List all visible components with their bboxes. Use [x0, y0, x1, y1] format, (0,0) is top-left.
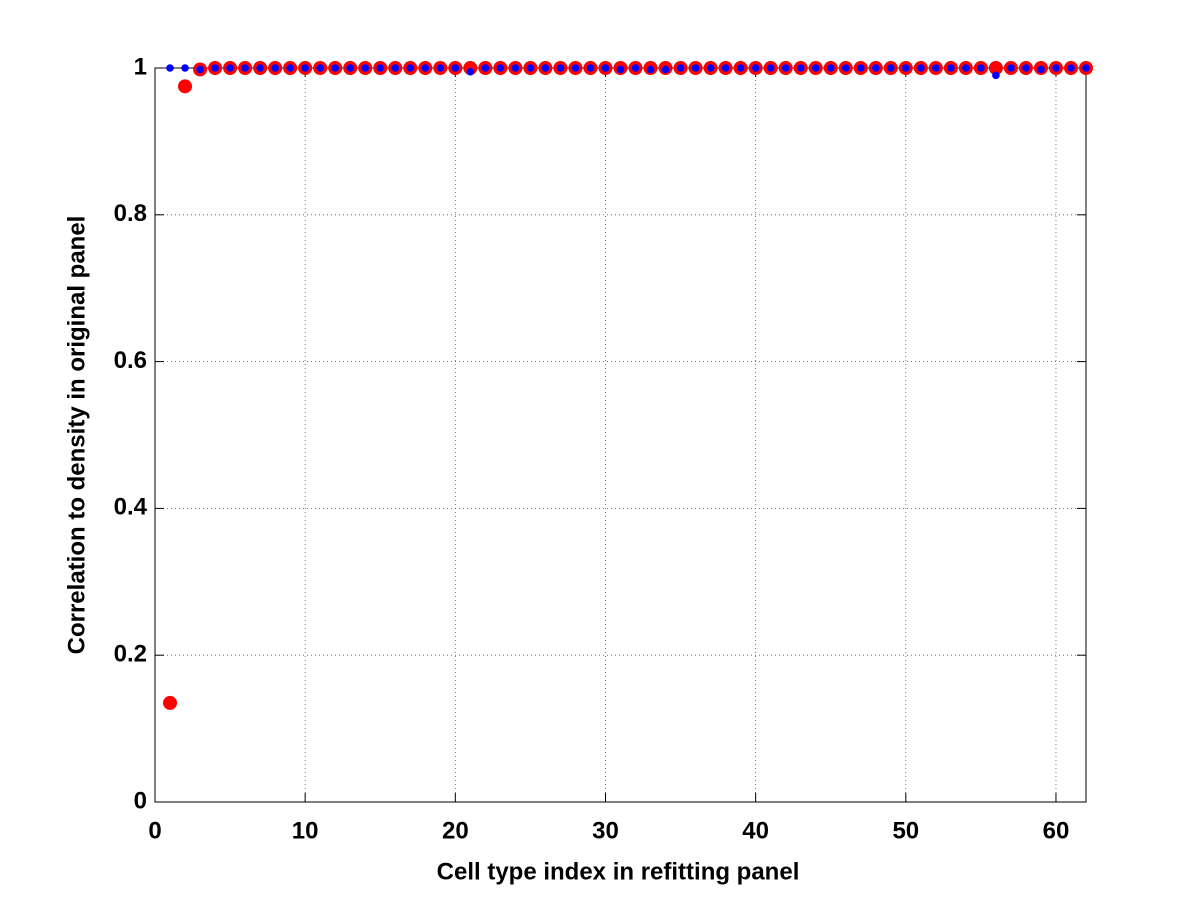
point — [286, 64, 294, 72]
point — [781, 64, 790, 72]
x-tick-label: 10 — [292, 817, 319, 844]
point — [1037, 65, 1045, 74]
point — [856, 64, 865, 72]
point — [1067, 64, 1075, 72]
point — [631, 64, 640, 72]
point — [796, 64, 805, 72]
x-axis-label: Cell type index in refitting panel — [437, 858, 800, 885]
y-tick-label: 0 — [134, 787, 147, 814]
point — [841, 64, 850, 72]
point — [178, 79, 193, 94]
point — [421, 64, 430, 72]
point — [932, 64, 940, 72]
point — [391, 64, 400, 72]
point — [316, 64, 324, 72]
point — [646, 65, 655, 74]
point — [241, 64, 249, 72]
point — [992, 71, 1000, 80]
y-tick-label: 0.8 — [114, 200, 147, 227]
point — [691, 64, 700, 72]
point — [226, 64, 234, 72]
x-tick-label: 60 — [1043, 817, 1070, 844]
point — [1007, 64, 1015, 72]
point — [451, 64, 460, 72]
point — [947, 64, 955, 72]
y-tick-label: 1 — [134, 53, 147, 80]
point — [541, 64, 550, 72]
point — [1022, 64, 1030, 72]
point — [751, 64, 760, 72]
point — [962, 64, 970, 72]
x-tick-label: 50 — [892, 817, 919, 844]
x-tick-label: 20 — [442, 817, 469, 844]
point — [586, 64, 595, 72]
point — [721, 64, 730, 72]
point — [181, 64, 189, 72]
point — [406, 64, 415, 72]
point — [1082, 64, 1090, 72]
point — [376, 64, 385, 72]
point — [526, 64, 535, 72]
point — [886, 64, 895, 72]
point — [466, 67, 475, 76]
point — [826, 64, 835, 72]
point — [511, 64, 520, 72]
point — [736, 64, 745, 72]
point — [166, 64, 174, 72]
point — [346, 64, 355, 72]
point — [601, 64, 610, 72]
point — [556, 64, 565, 72]
point — [766, 64, 775, 72]
x-tick-label: 30 — [592, 817, 619, 844]
point — [481, 64, 490, 72]
point — [163, 695, 178, 710]
point — [616, 65, 625, 74]
y-tick-label: 0.6 — [114, 347, 147, 374]
point — [977, 64, 985, 72]
x-tick-label: 0 — [148, 817, 161, 844]
point — [331, 64, 339, 72]
point — [256, 64, 264, 72]
x-tick-label: 40 — [742, 817, 769, 844]
point — [988, 61, 1003, 75]
point — [902, 64, 910, 72]
point — [571, 64, 580, 72]
point — [271, 64, 279, 72]
y-tick-label: 0.4 — [114, 494, 148, 521]
point — [496, 64, 505, 72]
point — [361, 64, 370, 72]
point — [436, 64, 445, 72]
point — [811, 64, 820, 72]
point — [196, 65, 204, 74]
point — [676, 64, 685, 72]
point — [661, 65, 670, 74]
y-tick-label: 0.2 — [114, 641, 147, 668]
point — [1052, 64, 1060, 72]
point — [871, 64, 880, 72]
y-axis-label: Correlation to density in original panel — [63, 216, 90, 655]
point — [706, 64, 715, 72]
point — [211, 64, 219, 72]
point — [301, 64, 309, 72]
point — [917, 64, 925, 72]
